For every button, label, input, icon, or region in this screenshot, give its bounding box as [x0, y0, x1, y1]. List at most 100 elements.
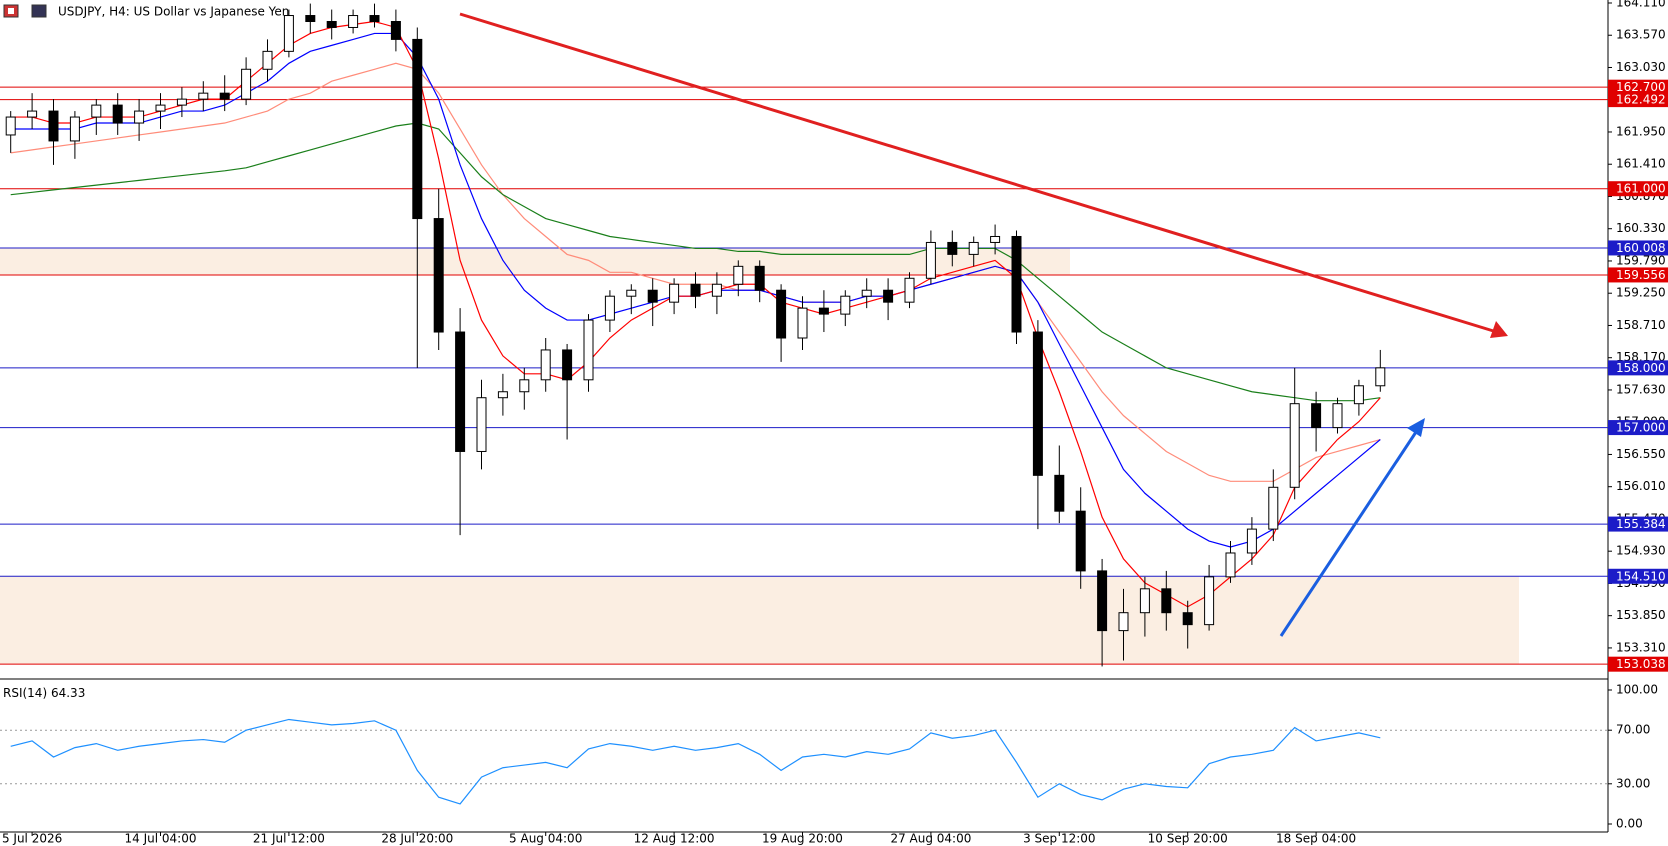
candle-body — [112, 104, 123, 124]
candle-body — [818, 307, 829, 315]
candle-body — [1097, 570, 1108, 632]
level-label: 162.700 — [1616, 80, 1666, 94]
trendline-arrowhead — [1490, 321, 1508, 338]
y-tick-label: 157.630 — [1616, 382, 1666, 396]
y-tick-label: 0.00 — [1616, 817, 1643, 831]
y-tick-label: 158.710 — [1616, 318, 1666, 332]
candle-body — [990, 235, 1001, 243]
candle-body — [5, 116, 16, 136]
level-label-box — [1608, 420, 1668, 436]
candle-body — [369, 15, 380, 22]
candle-body — [1075, 510, 1086, 572]
candle-body — [925, 241, 936, 279]
uptrend-arrow — [1279, 428, 1420, 637]
candle-body — [968, 241, 979, 255]
level-label-box — [1608, 656, 1668, 672]
level-label-box — [1608, 568, 1668, 584]
x-tick-label: 21 Jul 12:00 — [253, 832, 325, 846]
y-tick-label: 164.110 — [1616, 0, 1666, 9]
candle-body — [476, 397, 487, 452]
x-tick-label: 3 Sep 12:00 — [1023, 832, 1095, 846]
candle-body — [176, 98, 187, 106]
y-tick-label: 161.410 — [1616, 157, 1666, 171]
level-label-box — [1608, 360, 1668, 376]
chart-title: USDJPY, H4: US Dollar vs Japanese Yen — [58, 5, 289, 19]
level-label-box — [1608, 92, 1668, 108]
candle-body — [861, 289, 872, 297]
level-label: 158.000 — [1616, 361, 1666, 375]
candle-body — [198, 92, 209, 100]
level-label: 154.510 — [1616, 569, 1666, 583]
candle-body — [283, 15, 294, 52]
candle-body — [1204, 576, 1215, 626]
resistance-trendline — [459, 12, 1501, 335]
candle-body — [776, 289, 787, 339]
candle-body — [647, 289, 658, 303]
level-label: 161.000 — [1616, 182, 1666, 196]
x-tick-label: 10 Sep 20:00 — [1148, 832, 1228, 846]
chart-icon — [31, 4, 47, 18]
candle-body — [455, 331, 466, 452]
x-tick-label: 28 Jul 20:00 — [381, 832, 453, 846]
candle-body — [1182, 612, 1193, 626]
candle-body — [904, 277, 915, 303]
candle-body — [390, 20, 401, 40]
candle-body — [1289, 403, 1300, 488]
level-label: 155.384 — [1616, 517, 1666, 531]
level-label: 153.038 — [1616, 657, 1666, 671]
level-label: 159.556 — [1616, 268, 1666, 282]
candle-body — [262, 50, 273, 70]
candle-body — [348, 15, 359, 28]
candle-body — [412, 38, 423, 220]
candle-body — [1353, 385, 1364, 405]
candle-body — [583, 319, 594, 381]
candle-body — [519, 379, 530, 393]
candle-body — [840, 295, 851, 315]
level-label-box — [1608, 516, 1668, 532]
candle-body — [241, 68, 252, 100]
level-label-box — [1608, 79, 1668, 95]
y-tick-label: 100.00 — [1616, 683, 1658, 697]
y-tick-label: 156.550 — [1616, 447, 1666, 461]
symbol-icon-inner — [8, 8, 14, 14]
level-label: 157.000 — [1616, 421, 1666, 435]
y-tick-label: 159.790 — [1616, 253, 1666, 267]
candle-body — [604, 295, 615, 321]
candle-body — [883, 289, 894, 303]
candle-body — [947, 241, 958, 255]
x-tick-label: 19 Aug 20:00 — [762, 832, 843, 846]
candle-body — [155, 104, 166, 112]
candle-body — [219, 92, 230, 100]
level-label: 162.492 — [1616, 93, 1666, 107]
candle-body — [91, 104, 102, 118]
y-tick-label: 154.930 — [1616, 544, 1666, 558]
rsi-title: RSI(14) 64.33 — [3, 686, 85, 700]
candle-body — [48, 110, 59, 142]
candle-body — [1332, 403, 1343, 429]
candle-body — [1011, 235, 1022, 333]
candle-body — [1246, 528, 1257, 554]
candle-body — [1268, 486, 1279, 530]
rsi-name: RSI(14) — [3, 686, 47, 700]
y-tick-label: 161.950 — [1616, 124, 1666, 138]
y-tick-label: 163.570 — [1616, 28, 1666, 42]
candle-body — [305, 15, 316, 22]
y-tick-label: 30.00 — [1616, 776, 1650, 790]
candle-body — [1054, 474, 1065, 512]
rsi-line — [10, 718, 1381, 805]
candle-body — [1311, 403, 1322, 429]
candle-body — [1225, 552, 1236, 578]
y-tick-label: 163.030 — [1616, 60, 1666, 74]
candle-body — [326, 20, 337, 28]
y-tick-label: 156.010 — [1616, 479, 1666, 493]
candle-body — [1118, 612, 1129, 632]
y-tick-label: 153.850 — [1616, 608, 1666, 622]
candle-body — [27, 110, 38, 118]
candle-body — [669, 283, 680, 303]
candle-body — [1139, 588, 1150, 614]
level-label-box — [1608, 181, 1668, 197]
y-tick-label: 153.310 — [1616, 640, 1666, 654]
moving-average — [10, 122, 1381, 402]
